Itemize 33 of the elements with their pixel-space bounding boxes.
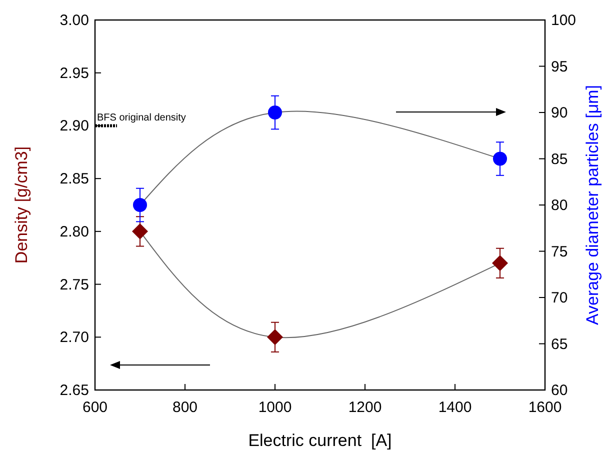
point xyxy=(132,223,148,240)
point xyxy=(267,329,283,346)
y-tick-label: 2.85 xyxy=(60,170,89,188)
x-tick-label: 800 xyxy=(172,399,198,416)
point xyxy=(492,255,508,272)
x-tick-label: 1200 xyxy=(348,399,382,416)
y-tick-label: 2.65 xyxy=(60,382,89,399)
y2-tick-label: 80 xyxy=(551,197,568,214)
y-tick-label: 2.95 xyxy=(60,64,89,82)
y-tick-label: 2.70 xyxy=(60,329,89,346)
y2-tick-label: 100 xyxy=(551,12,576,29)
x-tick-label: 1400 xyxy=(438,399,472,416)
x-axis-title: Electric current [A] xyxy=(248,431,392,450)
y2-axis-title: Average diameter particles [μm] xyxy=(583,84,602,326)
y-tick-label: 2.75 xyxy=(60,276,89,294)
ref-line-label: BFS original density xyxy=(97,112,186,124)
x-tick-label: 1000 xyxy=(258,399,292,416)
y2-tick-label: 85 xyxy=(551,150,568,168)
y2-tick-label: 95 xyxy=(551,58,568,76)
y2-tick-label: 90 xyxy=(551,104,568,122)
y-axis-title: Density [g/cm3] xyxy=(12,146,31,264)
y2-tick-label: 75 xyxy=(551,243,568,260)
y-tick-label: 2.90 xyxy=(60,118,89,135)
point xyxy=(268,106,282,120)
x-tick-label: 1600 xyxy=(528,399,562,416)
y2-tick-label: 70 xyxy=(551,290,568,306)
y-tick-label: 2.80 xyxy=(60,223,89,240)
y-tick-label: 3.00 xyxy=(60,12,89,29)
y2-tick-label: 65 xyxy=(551,336,568,353)
x-tick-label: 600 xyxy=(82,399,108,416)
point xyxy=(133,198,147,212)
y2-tick-label: 60 xyxy=(551,382,568,399)
point xyxy=(493,152,507,166)
